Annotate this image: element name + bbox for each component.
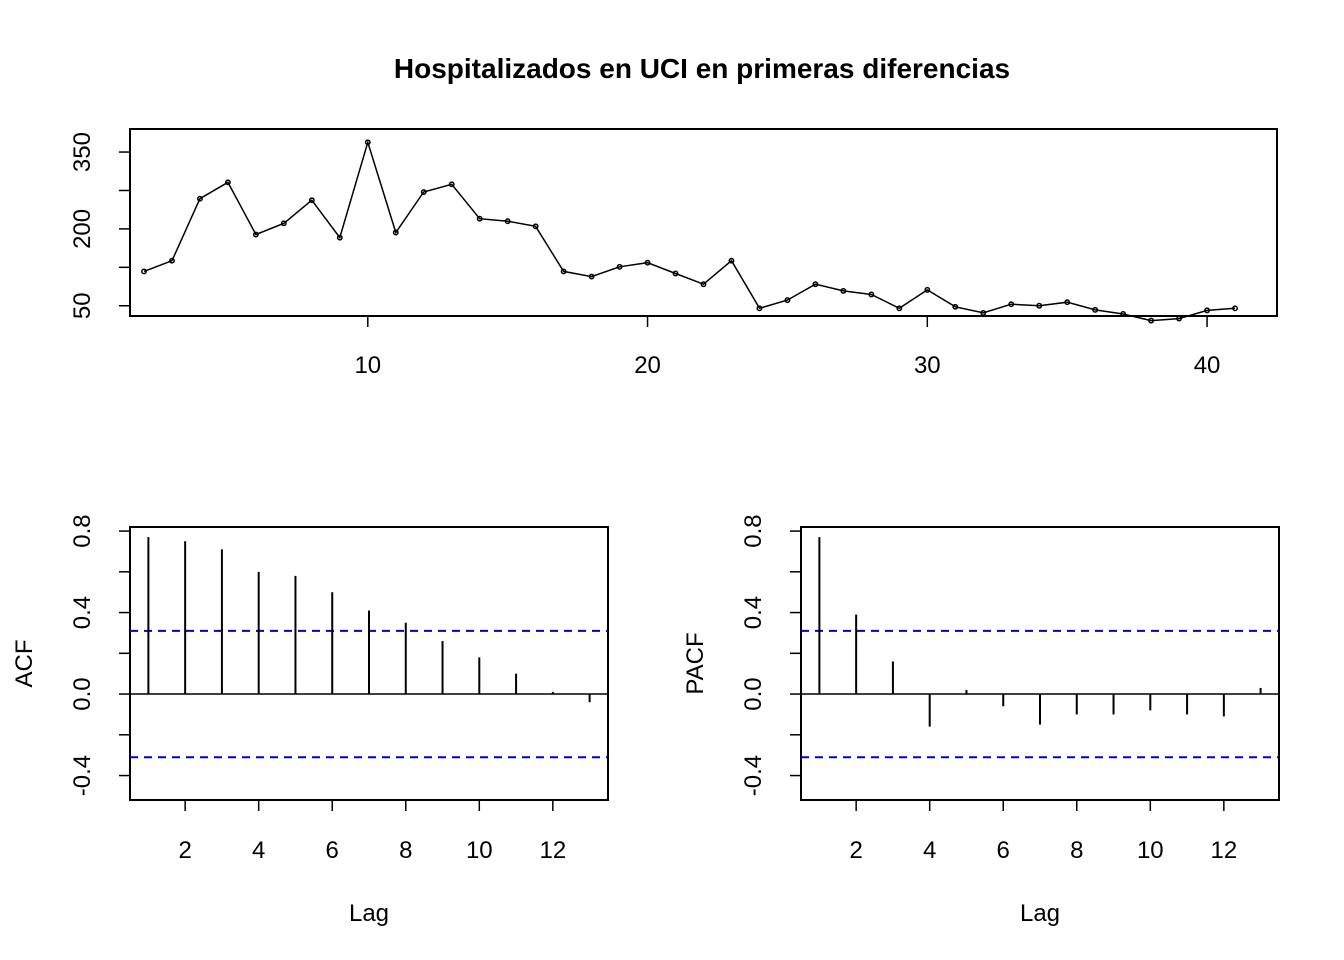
y-tick-label: 0.0: [740, 677, 767, 710]
y-axis-title: PACF: [682, 632, 709, 694]
y-axis-title: ACF: [11, 640, 38, 688]
data-point: [924, 286, 931, 293]
acf-panel: 2 4 6 8 10 12 -0.4 0.0 0.4 0.8 Lag ACF: [11, 514, 609, 927]
data-point: [169, 257, 175, 264]
x-tick-label: 30: [914, 352, 941, 379]
y-tick-label: -0.4: [69, 755, 96, 796]
data-point: [1232, 305, 1238, 312]
data-point: [476, 215, 483, 222]
data-point: [868, 291, 875, 298]
data-point: [308, 197, 315, 204]
data-point: [1036, 302, 1043, 309]
data-point: [364, 139, 371, 146]
data-point: [532, 223, 539, 230]
data-point: [728, 257, 735, 264]
chart-title: Hospitalizados en UCI en primeras difere…: [394, 53, 1010, 84]
series-line: [143, 139, 1236, 322]
x-tick-label: 6: [997, 837, 1010, 864]
y-tick-label: 350: [69, 132, 96, 172]
x-tick-label: 4: [923, 837, 936, 864]
data-point: [1176, 315, 1183, 322]
data-point: [1092, 306, 1099, 313]
data-point: [616, 263, 623, 270]
data-point: [1148, 317, 1155, 324]
x-tick-label: 2: [849, 837, 862, 864]
data-point: [672, 270, 679, 277]
data-point: [980, 309, 987, 316]
data-point: [840, 287, 847, 294]
x-tick-label: 10: [1137, 837, 1164, 864]
x-tick-label: 12: [539, 837, 566, 864]
data-point: [700, 281, 707, 288]
y-tick-label: 0.0: [69, 677, 96, 710]
pacf-panel: 2 4 6 8 10 12 -0.4 0.0 0.4 0.8 Lag PACF: [682, 514, 1280, 927]
x-tick-label: 40: [1194, 352, 1221, 379]
y-tick-label: 50: [69, 292, 96, 319]
data-point: [896, 305, 903, 312]
data-point: [1204, 307, 1211, 314]
x-tick-label: 6: [326, 837, 339, 864]
data-point: [1120, 311, 1127, 317]
data-point: [252, 231, 259, 238]
x-tick-label: 20: [634, 352, 661, 379]
y-tick-label: 0.8: [740, 514, 767, 547]
data-point: [392, 229, 399, 236]
data-point: [1008, 301, 1015, 308]
y-tick-label: 0.8: [69, 514, 96, 547]
data-point: [196, 195, 203, 202]
data-point: [141, 268, 147, 275]
data-point: [644, 259, 651, 266]
data-point: [420, 189, 427, 195]
x-tick-label: 2: [178, 837, 191, 864]
x-tick-label: 8: [1070, 837, 1083, 864]
x-tick-label: 10: [466, 837, 493, 864]
data-point: [812, 281, 819, 288]
data-point: [280, 220, 287, 227]
data-point: [756, 305, 763, 312]
y-tick-label: 0.4: [740, 596, 767, 629]
x-tick-label: 10: [354, 352, 381, 379]
data-point: [448, 181, 455, 188]
data-point: [224, 179, 231, 186]
x-axis-title: Lag: [1020, 900, 1060, 927]
x-tick-label: 12: [1210, 837, 1237, 864]
data-point: [336, 234, 343, 241]
y-tick-label: -0.4: [740, 755, 767, 796]
time-series-panel: 10 20 30 40 50 200 350: [69, 128, 1278, 379]
data-point: [588, 273, 595, 280]
x-tick-label: 8: [399, 837, 412, 864]
data-point: [952, 303, 959, 310]
x-tick-label: 4: [252, 837, 265, 864]
data-point: [1064, 299, 1071, 306]
y-tick-label: 0.4: [69, 596, 96, 629]
data-point: [784, 297, 791, 304]
plot-frame: [129, 128, 1278, 317]
data-point: [504, 218, 511, 225]
x-axis-title: Lag: [349, 900, 389, 927]
y-tick-label: 200: [69, 209, 96, 249]
plot-frame: [800, 526, 1280, 801]
data-point: [560, 268, 567, 275]
